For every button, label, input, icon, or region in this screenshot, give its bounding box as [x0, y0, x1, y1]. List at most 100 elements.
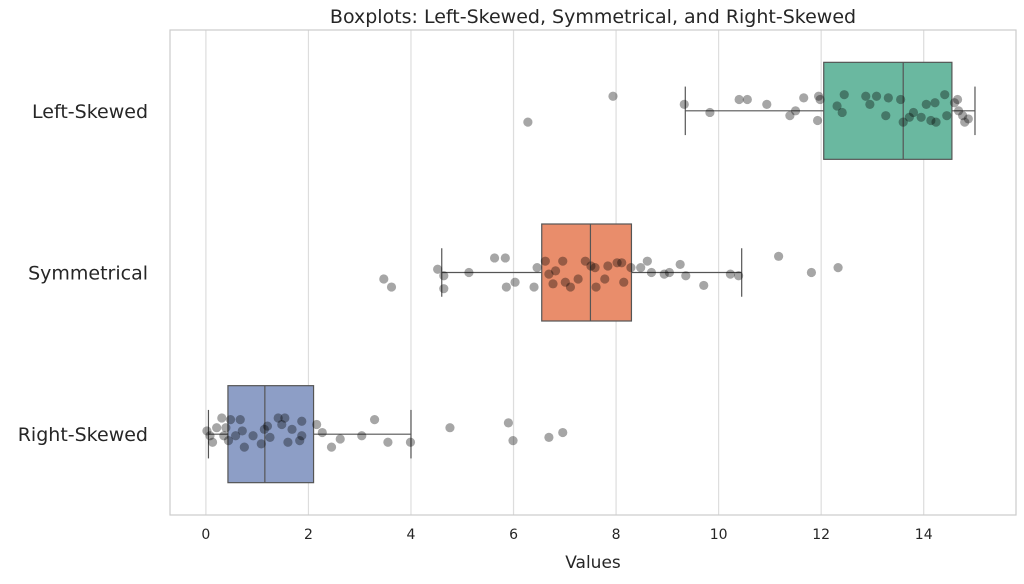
data-point — [898, 117, 908, 127]
data-point — [774, 251, 784, 261]
plot-frame — [169, 29, 1017, 516]
data-point — [219, 431, 229, 441]
x-axis-label: Values — [565, 553, 621, 573]
data-point — [921, 99, 931, 109]
data-point — [963, 114, 973, 124]
data-point — [734, 271, 744, 281]
data-point — [544, 432, 554, 442]
data-point — [664, 267, 674, 278]
data-point — [591, 282, 601, 292]
data-point — [762, 99, 772, 109]
x-tick-label: 0 — [201, 527, 210, 543]
data-point — [439, 271, 449, 281]
data-point — [586, 261, 596, 271]
data-point — [445, 423, 455, 433]
data-point — [550, 266, 561, 276]
data-point — [357, 431, 367, 441]
data-point — [489, 253, 500, 263]
box — [541, 223, 633, 322]
box — [823, 61, 953, 160]
data-point — [590, 263, 600, 273]
data-point — [256, 439, 266, 449]
data-point — [335, 434, 345, 444]
data-point — [812, 115, 823, 126]
data-point — [326, 442, 337, 452]
data-point — [904, 112, 914, 122]
data-point — [565, 282, 576, 292]
data-point — [544, 269, 554, 279]
data-point — [725, 269, 736, 279]
data-point — [612, 258, 622, 268]
data-point — [953, 106, 964, 116]
data-point — [940, 90, 950, 100]
data-point — [295, 436, 305, 446]
data-point — [832, 101, 842, 111]
data-point — [558, 256, 568, 266]
data-point — [510, 277, 520, 287]
data-point — [231, 431, 241, 441]
data-point — [861, 91, 871, 101]
data-point — [558, 427, 568, 438]
data-point — [960, 117, 970, 127]
data-point — [501, 282, 511, 292]
data-point — [952, 94, 963, 105]
y-tick-label: Symmetrical — [28, 263, 148, 285]
data-point — [883, 93, 893, 103]
data-point — [205, 431, 215, 441]
data-point — [317, 427, 327, 438]
data-point — [681, 271, 691, 281]
data-point — [500, 253, 510, 263]
x-tick-labels: 0 2 4 6 8 10 12 14 — [201, 527, 932, 543]
x-tick-label: 2 — [304, 527, 313, 543]
data-point — [608, 91, 618, 101]
data-point — [439, 284, 449, 294]
data-point — [297, 431, 307, 441]
data-point — [297, 416, 307, 426]
data-point — [464, 267, 474, 278]
data-point — [217, 413, 227, 423]
data-point — [523, 117, 533, 127]
data-point — [532, 263, 542, 273]
data-point — [734, 94, 744, 105]
data-point — [248, 431, 258, 441]
data-point — [508, 436, 518, 446]
data-point — [259, 424, 269, 434]
data-point — [916, 112, 926, 122]
y-tick-label: Right-Skewed — [18, 424, 148, 446]
data-point — [636, 263, 646, 273]
data-point — [908, 107, 919, 118]
chart-title: Boxplots: Left-Skewed, Symmetrical, and … — [330, 6, 856, 28]
data-point — [949, 98, 960, 108]
data-point — [942, 111, 952, 121]
data-point — [265, 432, 275, 442]
data-point — [277, 419, 287, 430]
data-point — [237, 426, 247, 436]
data-point — [573, 274, 583, 284]
data-point — [958, 111, 968, 121]
data-point — [600, 274, 610, 284]
data-point — [225, 415, 236, 425]
points — [202, 90, 973, 452]
data-point — [529, 282, 539, 292]
x-tick-label: 4 — [407, 527, 416, 543]
data-point — [560, 277, 570, 287]
y-tick-label: Left-Skewed — [32, 101, 148, 123]
boxes — [207, 61, 976, 484]
data-point — [312, 419, 322, 430]
data-point — [742, 94, 752, 105]
y-tick-labels: Left-Skewed Symmetrical Right-Skewed — [18, 101, 148, 446]
data-point — [837, 107, 847, 118]
data-point — [379, 274, 389, 284]
data-point — [503, 418, 513, 428]
data-point — [930, 98, 940, 108]
data-point — [540, 256, 550, 266]
data-point — [273, 413, 283, 423]
data-point — [202, 426, 212, 436]
data-point — [926, 115, 936, 126]
data-point — [896, 94, 906, 105]
data-point — [931, 117, 941, 127]
data-point — [646, 267, 657, 278]
data-point — [619, 277, 629, 287]
data-point — [799, 93, 809, 103]
